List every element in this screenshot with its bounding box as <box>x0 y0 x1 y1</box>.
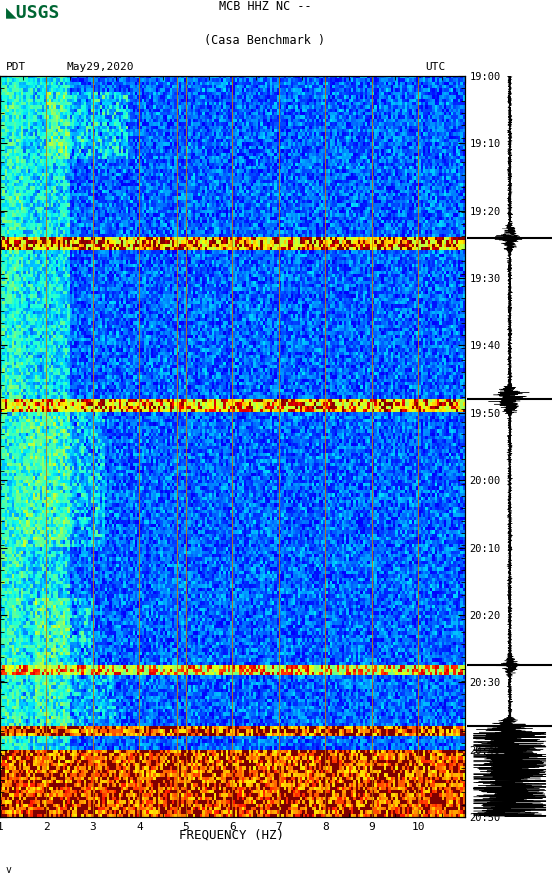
Text: FREQUENCY (HZ): FREQUENCY (HZ) <box>179 829 284 841</box>
Text: (Casa Benchmark ): (Casa Benchmark ) <box>204 34 326 47</box>
Text: ◣USGS: ◣USGS <box>6 4 60 21</box>
Text: PDT: PDT <box>6 63 26 72</box>
Text: MCB HHZ NC --: MCB HHZ NC -- <box>219 0 311 13</box>
Text: v: v <box>6 865 12 875</box>
Text: May29,2020: May29,2020 <box>66 63 134 72</box>
Text: UTC: UTC <box>425 63 445 72</box>
